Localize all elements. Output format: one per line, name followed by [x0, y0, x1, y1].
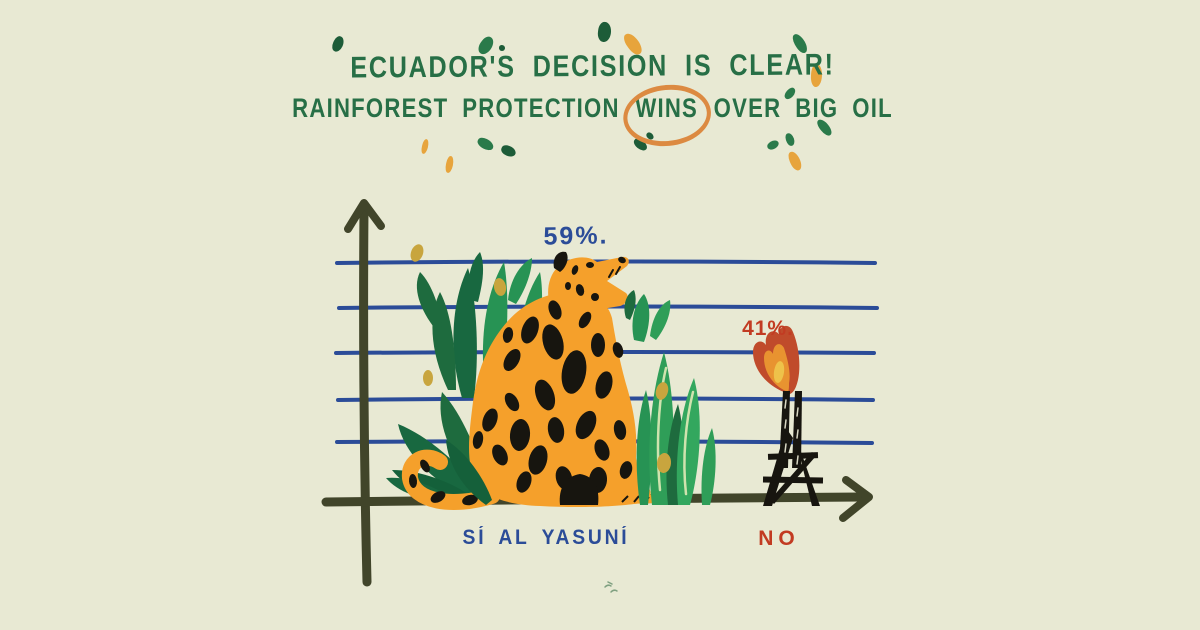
confetti-speck	[499, 45, 505, 51]
category-label-yes: SÍ AL YASUNÍ	[462, 526, 630, 549]
jaguar-spots	[472, 256, 650, 505]
leaf-stripes	[656, 366, 695, 496]
derrick-structure	[762, 391, 824, 506]
title-line-2-post: OVER BIG OIL	[713, 93, 893, 123]
leaf	[650, 300, 671, 340]
foliage-front	[410, 244, 716, 505]
y-axis	[359, 203, 372, 587]
leaf	[624, 290, 636, 320]
leaf	[468, 252, 484, 302]
leaf	[632, 294, 650, 342]
category-label-no: NO	[758, 527, 800, 550]
jaguar-head	[548, 256, 629, 321]
poster-title: ECUADOR'S DECISION IS CLEAR! RAINFOREST …	[0, 48, 1185, 124]
gold-specks	[410, 244, 672, 473]
title-line-2: RAINFOREST PROTECTION WINS OVER BIG OIL	[107, 93, 1079, 124]
leaf	[453, 268, 477, 398]
oil-derrick-illustration	[753, 325, 824, 506]
jaguar-ear	[553, 251, 568, 272]
value-label-no: 41%.	[742, 317, 794, 340]
artist-mark	[604, 581, 618, 593]
title-highlight-wins: WINS	[635, 93, 699, 123]
leaf	[416, 272, 442, 330]
derrick-highlights	[784, 399, 799, 465]
leaf	[701, 428, 716, 505]
flame-icon	[753, 325, 800, 394]
value-label-yes: 59%.	[543, 221, 609, 251]
leaf	[636, 390, 652, 505]
title-line-1: ECUADOR'S DECISION IS CLEAR!	[350, 48, 835, 85]
x-axis-arrowhead	[839, 476, 873, 522]
jaguar-teeth	[608, 266, 621, 278]
jaguar-illustration	[401, 251, 657, 510]
jaguar-tail-spots	[408, 459, 478, 506]
y-axis-arrowhead	[344, 199, 385, 233]
title-line-2-pre: RAINFOREST PROTECTION	[292, 93, 620, 123]
leaf	[508, 258, 532, 304]
leaf	[446, 440, 492, 505]
leaf	[676, 378, 700, 505]
